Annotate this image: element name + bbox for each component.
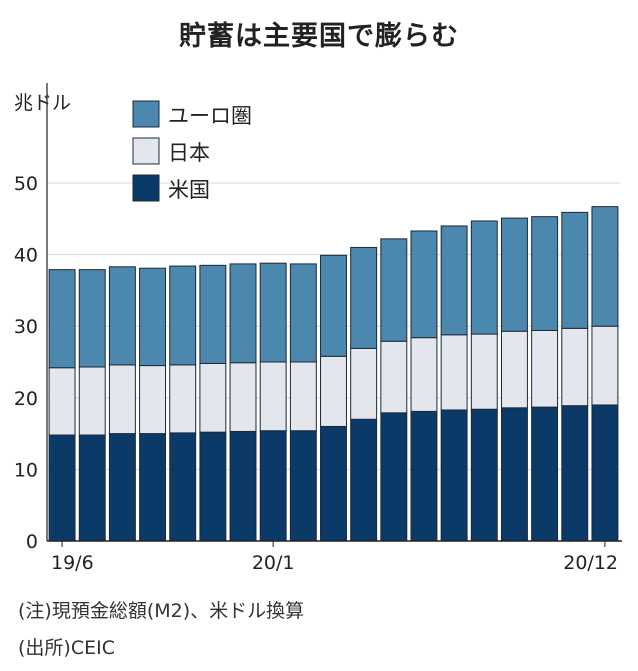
bar-eurozone (259, 262, 287, 363)
bar-eurozone (591, 206, 619, 327)
bar-eurozone (470, 220, 498, 335)
bar-japan (139, 365, 167, 435)
y-tick-label: 30 (14, 316, 38, 338)
x-tick-label: 19/6 (51, 552, 94, 574)
legend-label: 日本 (168, 141, 210, 165)
bar-eurozone (320, 254, 347, 357)
bar-japan (591, 325, 619, 406)
bar-us (199, 431, 227, 542)
bar-us (561, 405, 589, 542)
bar-japan (289, 361, 317, 432)
bar-us (380, 412, 408, 542)
bar-japan (199, 362, 227, 433)
bar-eurozone (410, 230, 438, 339)
y-tick-label: 20 (14, 388, 38, 410)
bar-eurozone (48, 269, 76, 369)
bar-japan (350, 347, 378, 420)
bar-us (531, 406, 559, 542)
y-tick-label: 0 (26, 531, 38, 553)
bar-us (591, 404, 619, 542)
bar-eurozone (139, 267, 167, 367)
bar-japan (169, 364, 197, 434)
bar-us (500, 407, 528, 542)
bar-japan (48, 367, 76, 436)
bar-us (259, 430, 287, 542)
bar-us (78, 434, 106, 542)
bar-us (350, 418, 378, 542)
y-axis-unit: 兆ドル (14, 92, 72, 114)
legend-swatch (132, 174, 160, 202)
bar-us (320, 425, 347, 542)
bar-us (289, 430, 317, 542)
bar-us (48, 434, 76, 542)
source-note: (出所)CEIC (18, 637, 115, 659)
legend-swatch (132, 137, 160, 165)
bar-japan (531, 329, 559, 408)
bar-japan (108, 364, 136, 435)
bar-japan (440, 334, 468, 411)
bar-us (470, 408, 498, 542)
bar-japan (561, 327, 589, 407)
bar-eurozone (380, 238, 408, 342)
bar-eurozone (289, 263, 317, 363)
bar-us (108, 433, 136, 542)
bar-eurozone (108, 266, 136, 366)
bar-eurozone (500, 217, 528, 332)
bar-eurozone (440, 225, 468, 336)
bar-us (169, 432, 197, 542)
bar-us (410, 410, 438, 542)
x-tick-label: 20/12 (563, 552, 618, 574)
bar-japan (78, 366, 106, 436)
bar-us (139, 433, 167, 542)
y-tick-label: 40 (14, 245, 38, 267)
footnote: (注)現預金総額(M2)、米ドル換算 (18, 600, 305, 622)
bar-japan (320, 355, 347, 427)
bar-us (440, 409, 468, 542)
bar-eurozone (169, 265, 197, 366)
y-tick-label: 10 (14, 459, 38, 481)
bar-eurozone (561, 211, 589, 329)
legend-label: ユーロ圏 (168, 104, 252, 128)
chart-title: 貯蓄は主要国で膨らむ (179, 21, 459, 52)
bar-eurozone (531, 216, 559, 331)
bar-eurozone (78, 269, 106, 368)
bar-japan (259, 361, 287, 432)
x-tick-label: 20/1 (252, 552, 295, 574)
bar-eurozone (350, 246, 378, 349)
bar-japan (410, 337, 438, 412)
legend-label: 米国 (168, 178, 210, 202)
bar-japan (380, 340, 408, 414)
bar-japan (500, 330, 528, 409)
legend-swatch (132, 100, 160, 128)
bar-japan (470, 333, 498, 410)
y-tick-label: 50 (14, 173, 38, 195)
bar-eurozone (199, 264, 227, 364)
bar-eurozone (229, 263, 257, 364)
axes: 0 10 20 30 40 50 19/6 20/1 20/12 (14, 83, 622, 574)
bar-japan (229, 362, 257, 432)
bars (48, 206, 619, 542)
bar-us (229, 430, 257, 542)
